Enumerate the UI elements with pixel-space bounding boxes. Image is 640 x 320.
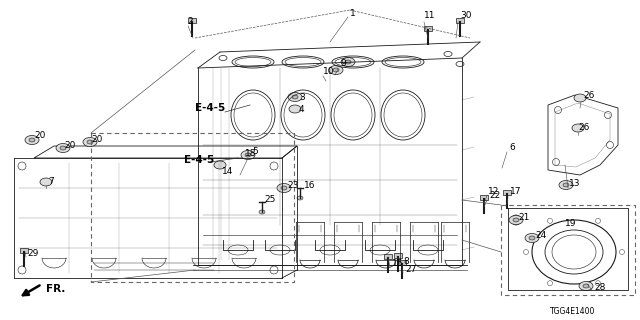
- Text: 1: 1: [350, 9, 356, 18]
- Text: 21: 21: [518, 213, 529, 222]
- Text: 20: 20: [64, 140, 76, 149]
- Text: 17: 17: [510, 187, 522, 196]
- Ellipse shape: [529, 236, 535, 240]
- Text: 19: 19: [565, 220, 577, 228]
- Ellipse shape: [525, 234, 539, 243]
- Text: FR.: FR.: [46, 284, 65, 294]
- Bar: [456, 18, 464, 23]
- Ellipse shape: [297, 196, 303, 200]
- Ellipse shape: [559, 180, 573, 189]
- Bar: [501, 205, 635, 295]
- Ellipse shape: [83, 138, 97, 147]
- Text: E-4-5: E-4-5: [184, 155, 214, 165]
- Bar: [424, 26, 432, 31]
- Ellipse shape: [259, 210, 265, 214]
- Ellipse shape: [87, 140, 93, 144]
- Text: 12: 12: [488, 188, 499, 196]
- Ellipse shape: [583, 284, 589, 288]
- Ellipse shape: [241, 150, 255, 159]
- Ellipse shape: [245, 153, 251, 157]
- Text: 20: 20: [34, 131, 45, 140]
- Text: 24: 24: [535, 231, 547, 241]
- Ellipse shape: [345, 60, 351, 64]
- Text: 16: 16: [304, 180, 316, 189]
- Ellipse shape: [29, 138, 35, 142]
- Text: 27: 27: [405, 266, 417, 275]
- Ellipse shape: [56, 143, 70, 153]
- Text: 20: 20: [91, 134, 102, 143]
- Text: 6: 6: [509, 143, 515, 153]
- Bar: [394, 253, 402, 258]
- Text: 15: 15: [392, 259, 403, 268]
- Ellipse shape: [289, 105, 301, 113]
- Ellipse shape: [341, 58, 355, 67]
- Text: 13: 13: [569, 179, 580, 188]
- Text: 8: 8: [403, 257, 409, 266]
- Text: 30: 30: [460, 11, 472, 20]
- Text: 29: 29: [27, 250, 38, 259]
- Text: 25: 25: [264, 196, 275, 204]
- Ellipse shape: [563, 183, 569, 187]
- Text: 5: 5: [252, 148, 258, 156]
- Text: 23: 23: [287, 180, 298, 189]
- Ellipse shape: [288, 92, 302, 101]
- Text: 28: 28: [594, 284, 605, 292]
- Text: 3: 3: [299, 92, 305, 101]
- Ellipse shape: [329, 66, 343, 75]
- Ellipse shape: [281, 186, 287, 190]
- Ellipse shape: [277, 183, 291, 193]
- Text: 26: 26: [583, 91, 595, 100]
- Ellipse shape: [333, 68, 339, 72]
- Text: 7: 7: [48, 177, 54, 186]
- Ellipse shape: [214, 161, 226, 169]
- Bar: [384, 254, 392, 259]
- Ellipse shape: [60, 146, 66, 150]
- Bar: [480, 195, 488, 200]
- Text: TGG4E1400: TGG4E1400: [550, 307, 595, 316]
- Ellipse shape: [509, 215, 523, 225]
- Text: 22: 22: [489, 191, 500, 201]
- Bar: [91, 133, 294, 282]
- Ellipse shape: [513, 218, 519, 222]
- Bar: [503, 190, 511, 195]
- Text: E-4-5: E-4-5: [195, 103, 225, 113]
- Ellipse shape: [572, 124, 584, 132]
- Bar: [20, 248, 28, 253]
- Text: 10: 10: [323, 68, 335, 76]
- Ellipse shape: [25, 135, 39, 145]
- Text: 14: 14: [222, 166, 234, 175]
- Text: 11: 11: [424, 11, 435, 20]
- Text: 4: 4: [299, 105, 305, 114]
- Text: 26: 26: [578, 124, 589, 132]
- Text: 2: 2: [187, 18, 193, 27]
- Text: 9: 9: [340, 59, 346, 68]
- Ellipse shape: [579, 282, 593, 291]
- Ellipse shape: [574, 94, 586, 102]
- Ellipse shape: [40, 178, 52, 186]
- Bar: [188, 18, 196, 23]
- Text: 18: 18: [245, 148, 257, 157]
- Bar: [398, 260, 406, 265]
- Ellipse shape: [292, 95, 298, 99]
